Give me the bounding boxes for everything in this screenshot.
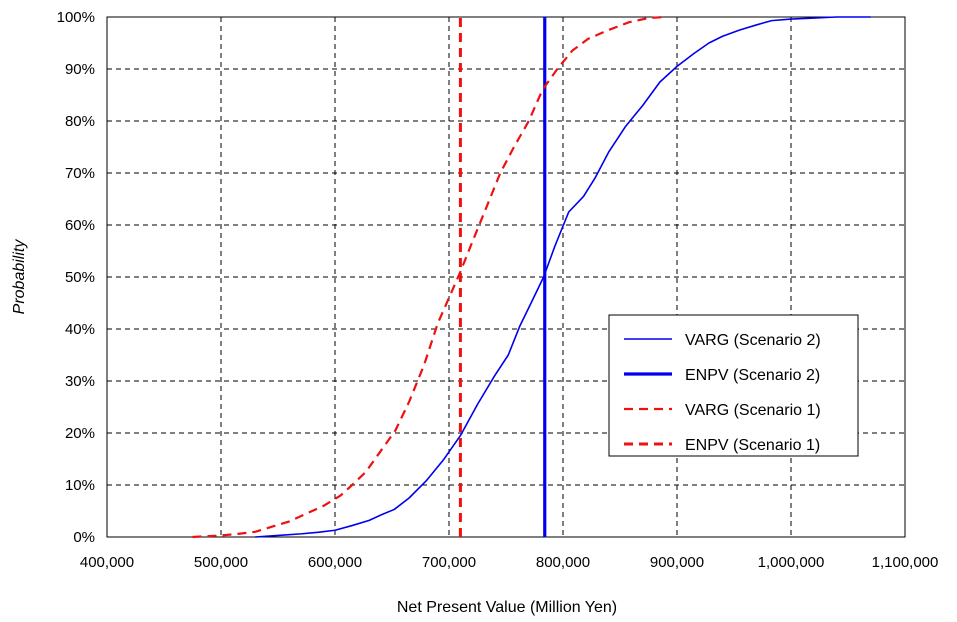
series-layer: [192, 15, 871, 539]
legend-label: ENPV (Scenario 1): [685, 437, 820, 454]
y-tick-label: 40%: [65, 321, 95, 338]
y-tick-label: 70%: [65, 165, 95, 182]
plot-area: [106, 16, 906, 538]
y-tick-label: 100%: [57, 9, 95, 26]
x-tick-label: 1,100,000: [872, 554, 939, 571]
y-axis: 0% 10% 20% 30% 40% 50% 60% 70% 80% 90% 100%: [57, 9, 95, 546]
x-axis-title: Net Present Value (Million Yen): [397, 599, 617, 616]
y-tick-label: 90%: [65, 61, 95, 78]
y-tick-label: 50%: [65, 269, 95, 286]
series-line-1: [255, 16, 871, 538]
grid-lines: [107, 17, 905, 537]
legend-label: ENPV (Scenario 2): [685, 367, 820, 384]
legend-label: VARG (Scenario 2): [685, 332, 821, 349]
y-tick-label: 10%: [65, 477, 95, 494]
x-tick-label: 500,000: [194, 554, 248, 571]
legend: VARG (Scenario 2) ENPV (Scenario 2) VARG (…: [608, 314, 859, 457]
x-axis: 400,000 500,000 600,000 700,000 800,000 900,0…: [80, 554, 938, 571]
series-line-3: [192, 15, 666, 539]
x-tick-label: 700,000: [422, 554, 476, 571]
x-tick-label: 800,000: [536, 554, 590, 571]
x-tick-label: 900,000: [650, 554, 704, 571]
y-tick-label: 0%: [73, 529, 95, 546]
y-tick-label: 30%: [65, 373, 95, 390]
y-tick-label: 60%: [65, 217, 95, 234]
y-tick-label: 80%: [65, 113, 95, 130]
legend-label: VARG (Scenario 1): [685, 402, 821, 419]
x-tick-label: 1,000,000: [758, 554, 825, 571]
y-axis-title: Probability: [11, 239, 28, 315]
x-tick-label: 400,000: [80, 554, 134, 571]
x-tick-label: 600,000: [308, 554, 362, 571]
y-tick-label: 20%: [65, 425, 95, 442]
